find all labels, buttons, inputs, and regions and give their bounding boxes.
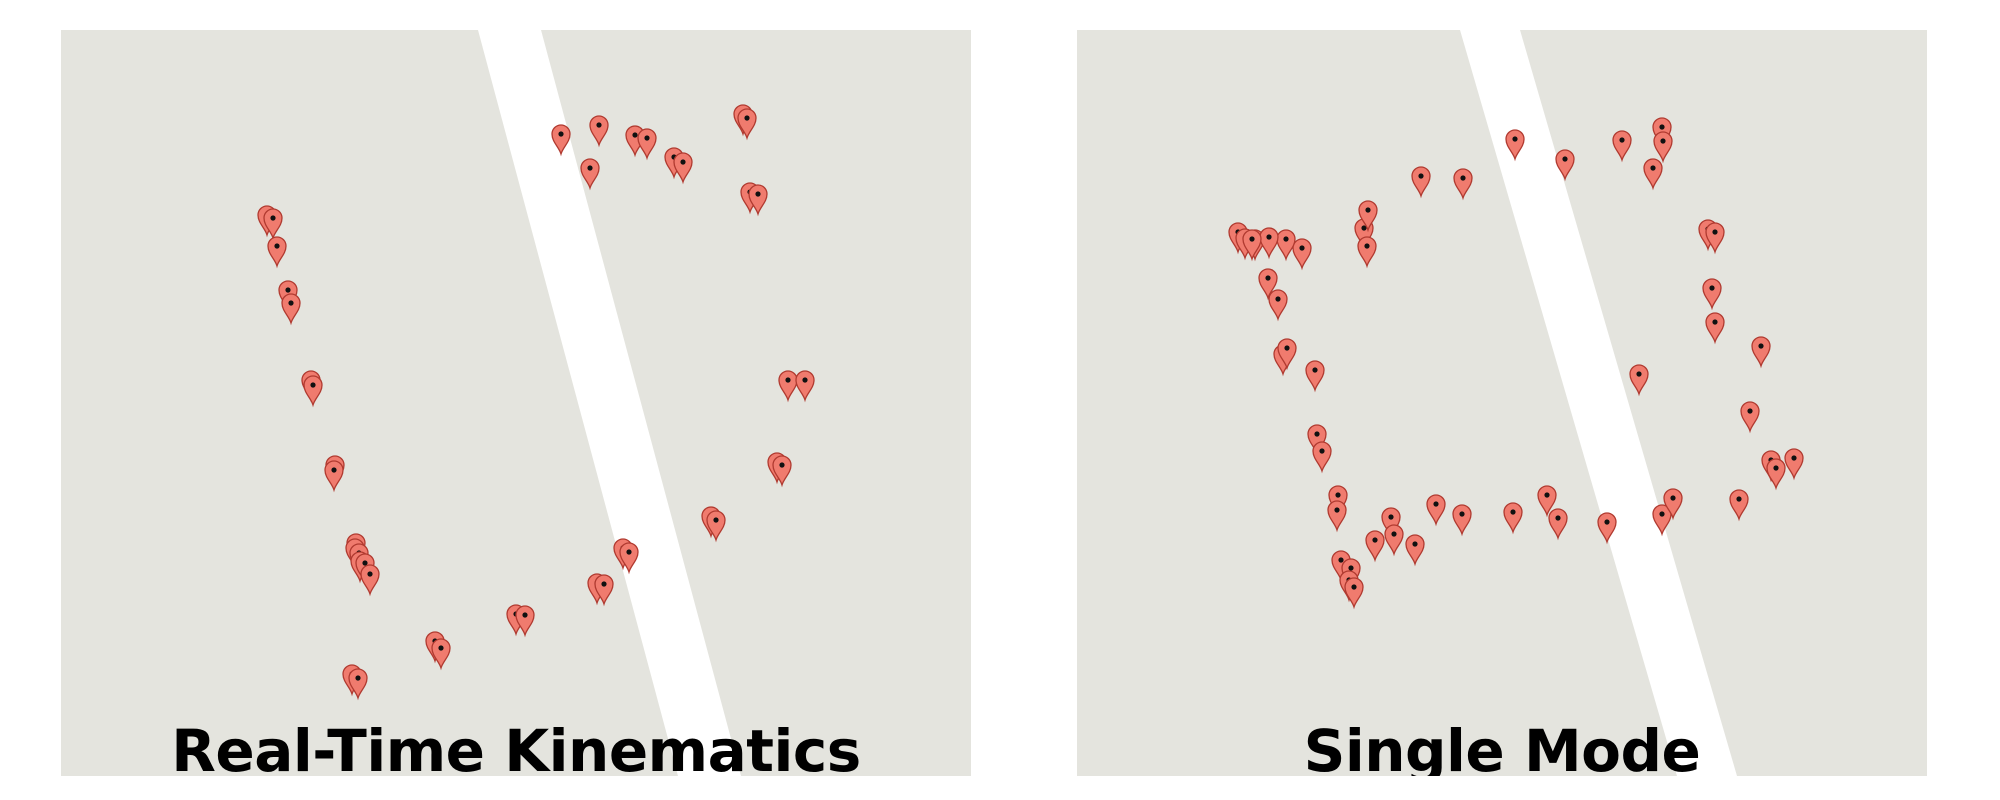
map-pin-icon[interactable] — [748, 184, 768, 217]
map-pin-icon[interactable] — [1505, 129, 1525, 162]
map-pin-icon[interactable] — [1555, 149, 1575, 182]
map-pin-icon[interactable] — [1426, 494, 1446, 527]
map-pin-icon[interactable] — [637, 128, 657, 161]
map-pin-icon[interactable] — [1357, 236, 1377, 269]
map-pin-icon[interactable] — [706, 510, 726, 543]
road — [478, 30, 741, 776]
map-canvas-rtk[interactable] — [61, 30, 971, 776]
map-pin-icon[interactable] — [1729, 489, 1749, 522]
map-pin-icon[interactable] — [348, 668, 368, 701]
map-pin-icon[interactable] — [1548, 508, 1568, 541]
panel-label: Single Mode — [1303, 717, 1701, 776]
map-pin-icon[interactable] — [1268, 289, 1288, 322]
map-pin-icon[interactable] — [1705, 312, 1725, 345]
map-pin-icon[interactable] — [1365, 530, 1385, 563]
map-pin-icon[interactable] — [1452, 504, 1472, 537]
map-pin-icon[interactable] — [1784, 448, 1804, 481]
map-pin-icon[interactable] — [1411, 166, 1431, 199]
map-pin-icon[interactable] — [778, 370, 798, 403]
map-pin-icon[interactable] — [1327, 500, 1347, 533]
map-panel-single[interactable]: Single Mode — [1077, 30, 1927, 776]
map-pin-icon[interactable] — [303, 375, 323, 408]
map-pin-icon[interactable] — [515, 605, 535, 638]
map-pin-icon[interactable] — [1751, 336, 1771, 369]
marker-layer — [1228, 117, 1804, 610]
map-panel-rtk[interactable]: Real-Time Kinematics — [61, 30, 971, 776]
map-pin-icon[interactable] — [1740, 401, 1760, 434]
map-pin-icon[interactable] — [281, 293, 301, 326]
map-pin-icon[interactable] — [1766, 458, 1786, 491]
map-pin-icon[interactable] — [1292, 238, 1312, 271]
map-pin-icon[interactable] — [1537, 485, 1557, 518]
map-pin-icon[interactable] — [737, 108, 757, 141]
map-pin-icon[interactable] — [1702, 278, 1722, 311]
map-pin-icon[interactable] — [1503, 502, 1523, 535]
map-pin-icon[interactable] — [1277, 338, 1297, 371]
map-pin-icon[interactable] — [1258, 268, 1278, 301]
map-pin-icon[interactable] — [1652, 504, 1672, 537]
map-pin-icon[interactable] — [431, 638, 451, 671]
map-pin-icon[interactable] — [1705, 222, 1725, 255]
map-pin-icon[interactable] — [1653, 131, 1673, 164]
map-pin-icon[interactable] — [589, 115, 609, 148]
map-pin-icon[interactable] — [360, 564, 380, 597]
map-pin-icon[interactable] — [1276, 229, 1296, 262]
map-pin-icon[interactable] — [1453, 168, 1473, 201]
map-pin-icon[interactable] — [1358, 200, 1378, 233]
map-pin-icon[interactable] — [772, 455, 792, 488]
map-canvas-single[interactable] — [1077, 30, 1927, 776]
map-pin-icon[interactable] — [580, 158, 600, 191]
map-pin-icon[interactable] — [263, 208, 283, 241]
map-pin-icon[interactable] — [551, 124, 571, 157]
map-pin-icon[interactable] — [324, 460, 344, 493]
map-pin-icon[interactable] — [1305, 360, 1325, 393]
map-pin-icon[interactable] — [795, 370, 815, 403]
map-pin-icon[interactable] — [1259, 227, 1279, 260]
map-pin-icon[interactable] — [673, 152, 693, 185]
map-pin-icon[interactable] — [1405, 534, 1425, 567]
road — [1460, 30, 1737, 776]
map-pin-icon[interactable] — [1597, 512, 1617, 545]
map-pin-icon[interactable] — [1242, 229, 1262, 262]
map-pin-icon[interactable] — [1612, 130, 1632, 163]
map-pin-icon[interactable] — [619, 542, 639, 575]
map-pin-icon[interactable] — [1643, 158, 1663, 191]
marker-layer — [257, 104, 815, 701]
panel-label: Real-Time Kinematics — [171, 717, 861, 776]
map-pin-icon[interactable] — [1312, 441, 1332, 474]
map-pin-icon[interactable] — [1344, 577, 1364, 610]
map-pin-icon[interactable] — [1663, 488, 1683, 521]
map-pin-icon[interactable] — [594, 574, 614, 607]
map-pin-icon[interactable] — [1384, 524, 1404, 557]
map-pin-icon[interactable] — [1629, 364, 1649, 397]
map-pin-icon[interactable] — [267, 236, 287, 269]
